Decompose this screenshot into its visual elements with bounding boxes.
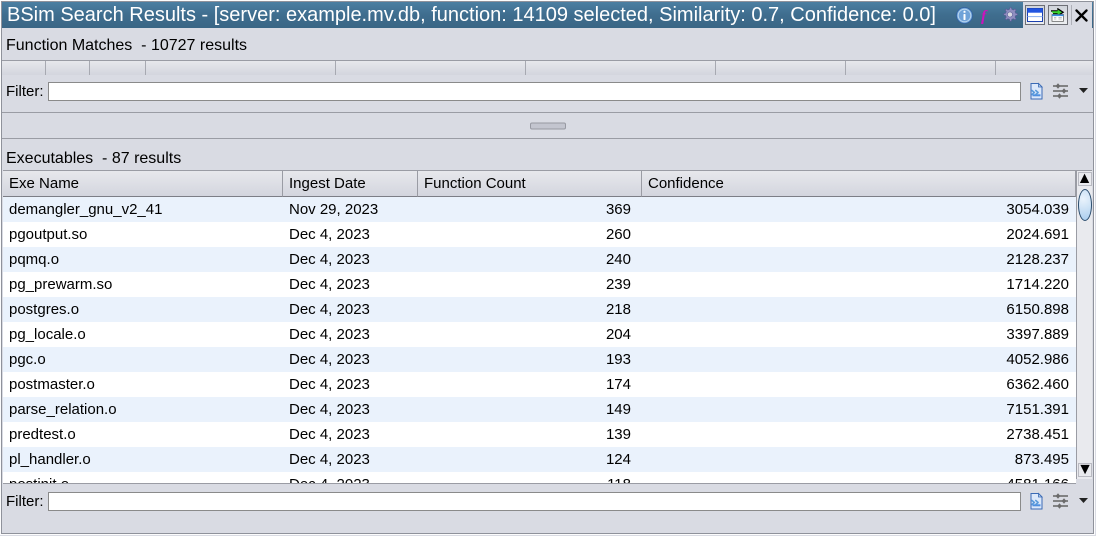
svg-text:f: f [981,8,988,24]
